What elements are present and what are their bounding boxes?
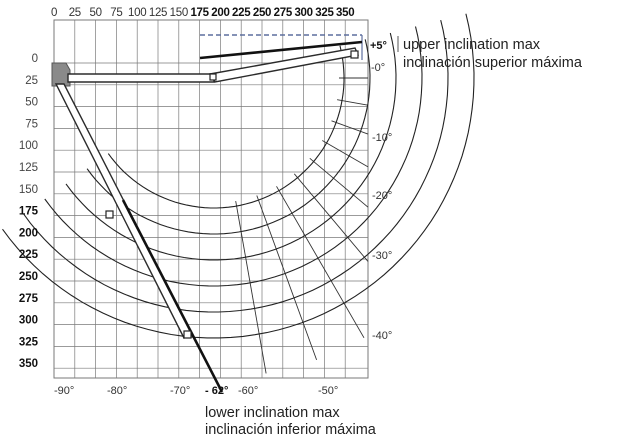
top-scale-label: 350 <box>336 7 354 19</box>
left-scale-label: 175 <box>19 206 39 218</box>
sweep-line <box>256 195 318 361</box>
upper-arm-raised <box>208 47 359 83</box>
left-scale-label: 200 <box>19 227 38 239</box>
top-scale-label: 275 <box>274 7 293 19</box>
bottom-angle-label: -80° <box>107 385 127 397</box>
reach-arc <box>86 39 371 235</box>
top-scale-label: 0 <box>51 7 57 19</box>
lower-note-line2: inclinación inferior máxima <box>205 422 377 438</box>
top-scale-label: 75 <box>110 7 122 19</box>
top-scale-label: 250 <box>253 7 271 19</box>
bottom-angle-label: -60° <box>238 385 258 397</box>
top-scale-label: 25 <box>69 7 81 19</box>
left-scale-label: 50 <box>25 97 38 109</box>
upper-note-line2: inclinación superior máxima <box>403 55 583 71</box>
left-scale-label: 300 <box>19 315 38 327</box>
bottom-angle-label: -50° <box>318 385 338 397</box>
lower-arm-joint-mid <box>105 210 114 219</box>
bottom-angle-label: - 62° <box>205 385 228 397</box>
bottom-angle-label: -70° <box>170 385 190 397</box>
left-scale-label: 350 <box>19 358 38 370</box>
right-angle-label: -10° <box>372 132 392 144</box>
left-scale-label: 75 <box>25 118 38 130</box>
top-scale-label: 175 <box>190 7 209 19</box>
right-angle-label: -0° <box>371 62 385 74</box>
sweep-line <box>276 186 365 339</box>
left-scale-label: 225 <box>19 249 39 261</box>
upper-note-line1: upper inclination max <box>403 37 541 53</box>
top-scale-label: 325 <box>315 7 334 19</box>
upper-arm-joint <box>350 50 359 59</box>
reach-arc <box>23 19 449 313</box>
left-scale-label: 325 <box>19 336 39 348</box>
top-scale-label: 50 <box>89 7 101 19</box>
right-angle-label: -40° <box>372 330 392 342</box>
top-scale-label: 150 <box>170 7 188 19</box>
right-angle-label: +5° <box>370 40 387 52</box>
left-scale-label: 100 <box>19 140 38 152</box>
top-scale-label: 200 <box>211 7 229 19</box>
reach-arc <box>65 32 397 261</box>
top-scale-label: 225 <box>232 7 251 19</box>
left-scale-label: 150 <box>19 184 38 196</box>
left-scale-label: 0 <box>32 53 38 65</box>
right-angle-label: -20° <box>372 190 392 202</box>
top-scale-label: 125 <box>149 7 167 19</box>
reach-arc <box>2 13 475 339</box>
left-scale-label: 125 <box>19 162 38 174</box>
reach-arcs <box>2 13 475 339</box>
upper-inclination-line <box>199 40 363 60</box>
bottom-angle-scale: -90° -80° -70° - 62° -60° -50° <box>54 385 338 397</box>
top-scale: 0 25 50 75 100 125 150 175 200 225 250 275 300 325 350 <box>51 7 355 19</box>
reach-arc <box>44 26 423 287</box>
left-scale: 0 25 50 75 100 125 150 175 200 225 250 275 300 325 350 <box>19 53 39 370</box>
grid <box>53 19 369 379</box>
sweep-line <box>235 201 267 374</box>
left-scale-label: 25 <box>25 75 38 87</box>
sweep-line <box>322 140 369 168</box>
sweep-line <box>309 157 369 208</box>
upper-arm-horizontal <box>67 73 215 83</box>
bottom-angle-label: -90° <box>54 385 74 397</box>
right-angle-label: -30° <box>372 250 392 262</box>
lower-note-line1: lower inclination max <box>205 405 340 421</box>
lower-arm-joint-end <box>183 330 192 339</box>
sweep-lines <box>235 77 369 374</box>
sweep-line <box>331 120 369 135</box>
left-scale-label: 275 <box>19 293 39 305</box>
pivot-joint <box>209 73 217 81</box>
left-scale-label: 250 <box>19 271 38 283</box>
top-scale-label: 300 <box>294 7 312 19</box>
right-angle-scale: +5° -0° -10° -20° -30° -40° <box>370 40 392 342</box>
lower-inclination-line <box>121 199 224 393</box>
top-scale-label: 100 <box>128 7 146 19</box>
lower-arm <box>54 83 193 339</box>
grid-frame <box>53 19 369 379</box>
reach-arc <box>107 45 345 209</box>
